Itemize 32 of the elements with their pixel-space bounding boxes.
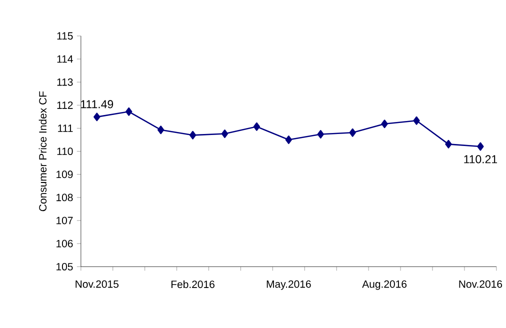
point: [189, 131, 196, 140]
x-tick-label: Aug.2016: [362, 280, 407, 290]
y-tick-label: 109: [56, 170, 73, 178]
y-tick-label: 114: [57, 56, 73, 63]
point: [477, 142, 484, 151]
y-axis-title: Consumer Price Index CF: [38, 92, 47, 212]
point: [126, 108, 132, 116]
point: [317, 130, 324, 139]
x-tick-label: May.2016: [266, 280, 311, 290]
point: [381, 120, 388, 128]
y-tick-label: 113: [57, 78, 73, 86]
y-tick-label: 107: [56, 217, 73, 224]
data-label: 110.21: [464, 155, 498, 164]
x-tick-label: Nov.2016: [459, 280, 502, 288]
y-tick-label: 115: [57, 32, 73, 40]
point: [221, 130, 228, 138]
point: [285, 136, 292, 144]
point: [157, 126, 164, 134]
y-tick-label: 110: [57, 148, 73, 156]
data-label: 111.49: [81, 100, 114, 108]
x-tick-label: Feb.2016: [171, 280, 214, 288]
y-tick-label: 112: [57, 102, 73, 110]
y-tick-label: 111: [58, 124, 73, 132]
point: [445, 140, 452, 149]
point: [253, 122, 260, 132]
point: [94, 112, 100, 122]
y-tick-label: 108: [56, 194, 73, 202]
y-tick-label: 105: [56, 263, 73, 271]
point: [349, 128, 356, 138]
y-tick-label: 106: [56, 240, 73, 248]
point: [413, 116, 420, 126]
x-tick-label: Nov.2015: [76, 280, 119, 288]
